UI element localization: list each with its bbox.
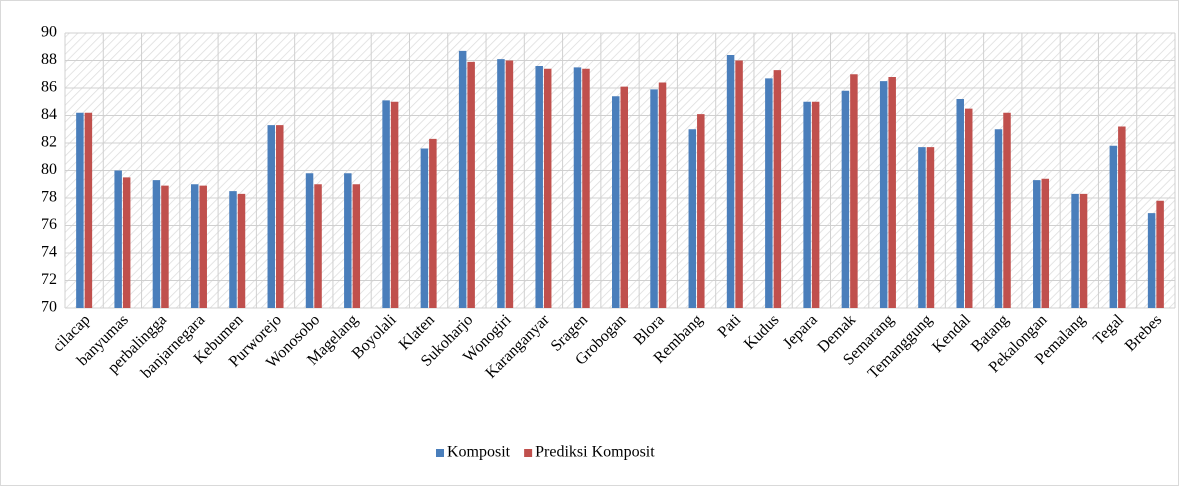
bar [926,147,935,308]
bar [879,81,888,308]
y-tick-label: 72 [41,271,57,288]
bar [420,148,429,308]
bar [190,184,199,308]
bar [612,96,620,308]
bar [505,60,514,308]
bar [458,50,467,308]
bar [650,89,658,308]
y-tick-label: 82 [41,134,57,151]
bar [620,86,628,308]
bar [1041,178,1050,308]
bar [314,184,322,308]
bar [199,185,207,308]
bar [888,77,896,308]
y-tick-label: 90 [41,24,57,41]
bar [467,61,475,308]
bar [1079,193,1088,308]
bar [114,170,122,308]
y-tick-label: 84 [41,106,57,123]
bar [1147,213,1156,308]
bar [850,74,858,308]
bar [765,78,773,308]
bar [688,129,697,308]
bar [697,114,705,308]
bar [543,68,552,308]
bar [390,101,399,308]
bar [352,184,361,308]
y-tick-label: 74 [41,244,57,261]
bar [582,68,590,308]
bar [84,112,93,308]
bar [382,100,390,308]
bar [1003,112,1011,308]
bar [1071,193,1079,308]
legend-label: Prediksi Komposit [535,444,655,461]
bar [161,185,169,308]
bar [956,99,964,308]
bar [658,82,667,308]
bar [811,101,820,308]
bar [429,138,437,308]
y-tick-label: 70 [41,299,57,316]
bar [1033,180,1041,308]
y-tick-label: 80 [41,161,57,178]
y-tick-label: 78 [41,189,57,206]
bar [841,90,850,308]
bar [994,129,1003,308]
bar [1109,145,1118,308]
bar [267,125,276,308]
y-tick-label: 88 [41,51,57,68]
bar [122,177,131,308]
bar [344,173,352,308]
bar [305,173,314,308]
bar [229,191,237,308]
bar [497,59,505,308]
y-tick-label: 76 [41,216,57,233]
bar [1118,126,1126,308]
bar [152,180,161,308]
bar [735,60,743,308]
legend-label: Komposit [447,444,511,461]
bar [76,112,84,308]
bar [535,66,543,308]
bar [1156,200,1164,308]
legend-swatch [436,449,444,457]
y-tick-label: 86 [41,79,57,96]
bar [803,101,811,308]
bar [918,147,926,308]
bar [237,193,246,308]
bar [964,108,973,308]
bar [773,70,782,308]
bar [573,67,582,308]
bar [276,125,284,308]
legend-swatch [524,449,533,457]
bar [726,55,735,308]
